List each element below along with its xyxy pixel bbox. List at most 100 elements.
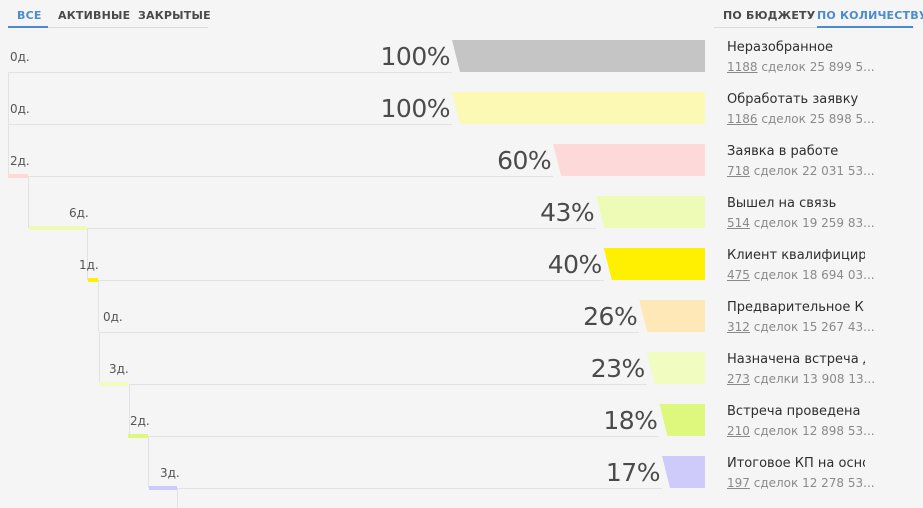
stage-deal-summary: сделок 25 899 5... [757, 60, 875, 74]
lead-line [8, 176, 554, 177]
stage-duration: 1д. [79, 258, 99, 272]
stage-percent: 26% [583, 302, 638, 331]
funnel-bar [659, 404, 705, 436]
connector-line [99, 332, 100, 384]
connector-line [129, 384, 130, 436]
stage-stats: 514 сделок 19 259 83... [727, 216, 877, 230]
stage-percent: 100% [380, 94, 451, 123]
stage-name: Предварительное КП [727, 300, 865, 315]
stage-name: Заявка в работе [727, 144, 839, 159]
lead-line [99, 332, 640, 333]
stage-stats: 312 сделок 15 267 43... [727, 320, 877, 334]
stage-stats: 197 сделок 12 278 53... [727, 476, 877, 490]
stage-duration: 0д. [103, 310, 123, 324]
connector-line [28, 176, 29, 228]
stage-duration: 2д. [10, 154, 30, 168]
stage-deal-count-link[interactable]: 1186 [727, 112, 758, 126]
lead-line [29, 228, 597, 229]
stage-stats: 1188 сделок 25 899 5... [727, 60, 877, 74]
funnel-bar [452, 92, 705, 124]
funnel-bar [553, 144, 705, 176]
duration-bar [99, 382, 129, 386]
tab-closed[interactable]: ЗАКРЫТЫЕ [138, 9, 211, 22]
funnel-bar [596, 196, 705, 228]
stage-deal-count-link[interactable]: 718 [727, 164, 750, 178]
stage-percent: 60% [497, 146, 552, 175]
mode-tabs: ПО БЮДЖЕТУ ПО КОЛИЧЕСТВУ [700, 0, 923, 28]
lead-line [99, 384, 647, 385]
tab-by-count[interactable]: ПО КОЛИЧЕСТВУ [817, 9, 923, 22]
connector-line [98, 280, 99, 332]
duration-bar [8, 174, 28, 178]
tab-by-budget[interactable]: ПО БЮДЖЕТУ [723, 9, 816, 22]
stage-percent: 18% [603, 406, 658, 435]
tab-all-underline [8, 26, 48, 28]
funnel-bar [661, 456, 705, 488]
tab-all[interactable]: ВСЕ [17, 9, 42, 22]
tab-active[interactable]: АКТИВНЫЕ [58, 9, 131, 22]
stage-stats: 475 сделок 18 694 03... [727, 268, 877, 282]
stage-deal-count-link[interactable]: 514 [727, 216, 750, 230]
stage-name: Клиент квалифицирован [727, 248, 865, 263]
stage-duration: 3д. [109, 362, 129, 376]
stage-deal-count-link[interactable]: 273 [727, 372, 750, 386]
stage-deal-count-link[interactable]: 197 [727, 476, 750, 490]
stage-deal-count-link[interactable]: 210 [727, 424, 750, 438]
lead-line [8, 72, 452, 73]
filter-tabs: ВСЕ АКТИВНЫЕ ЗАКРЫТЫЕ [0, 0, 211, 28]
funnel-bar [452, 40, 705, 72]
stage-deal-summary: сделок 18 694 03... [749, 268, 875, 282]
stage-name: Назначена встреча для [727, 352, 865, 367]
stage-deal-summary: сделок 19 259 83... [749, 216, 875, 230]
stage-percent: 100% [380, 42, 451, 71]
connector-line [87, 228, 88, 280]
connector-line [148, 436, 149, 488]
tab-by-count-underline [817, 26, 913, 28]
stage-percent: 17% [605, 458, 661, 487]
stage-deal-summary: сделки 13 908 13... [749, 372, 876, 386]
stage-percent: 43% [540, 198, 595, 227]
funnel-bar [603, 248, 705, 280]
stage-stats: 718 сделок 22 031 53... [727, 164, 877, 178]
connector-line [177, 488, 178, 508]
stage-name: Неразобранное [727, 40, 834, 55]
stage-deal-count-link[interactable]: 475 [727, 268, 750, 282]
lead-line [128, 436, 660, 437]
funnel-bar [646, 352, 705, 384]
stage-deal-summary: сделок 12 898 53... [749, 424, 875, 438]
stage-deal-summary: сделок 25 898 5... [757, 112, 875, 126]
lead-line [88, 280, 604, 281]
filter-tabs-baseline [8, 27, 208, 28]
stage-stats: 1186 сделок 25 898 5... [727, 112, 877, 126]
stage-name: Итоговое КП на основе [727, 456, 865, 471]
stage-deal-count-link[interactable]: 312 [727, 320, 750, 334]
stage-duration: 3д. [160, 466, 180, 480]
duration-bar [149, 486, 177, 490]
stage-duration: 0д. [10, 102, 30, 116]
stage-name: Обработать заявку [727, 92, 859, 107]
stage-duration: 0д. [10, 50, 30, 64]
stage-deal-summary: сделок 22 031 53... [749, 164, 875, 178]
stage-duration: 6д. [69, 206, 89, 220]
duration-bar [29, 226, 87, 230]
mode-tabs-baseline [714, 27, 914, 28]
funnel-bar [639, 300, 705, 332]
stage-deal-count-link[interactable]: 1188 [727, 60, 758, 74]
connector-line [8, 72, 9, 124]
lead-line [8, 124, 452, 125]
stage-name: Встреча проведена - [727, 404, 865, 419]
connector-line [8, 124, 9, 176]
lead-line [149, 488, 662, 489]
stage-stats: 273 сделки 13 908 13... [727, 372, 877, 386]
stage-name: Вышел на связь [727, 196, 837, 211]
stage-deal-summary: сделок 15 267 43... [749, 320, 875, 334]
stage-deal-summary: сделок 12 278 53... [749, 476, 875, 490]
duration-bar [88, 278, 98, 282]
stage-duration: 2д. [130, 414, 150, 428]
stage-stats: 210 сделок 12 898 53... [727, 424, 877, 438]
duration-bar [128, 434, 148, 438]
stage-percent: 23% [590, 354, 646, 383]
stage-percent: 40% [547, 250, 603, 279]
